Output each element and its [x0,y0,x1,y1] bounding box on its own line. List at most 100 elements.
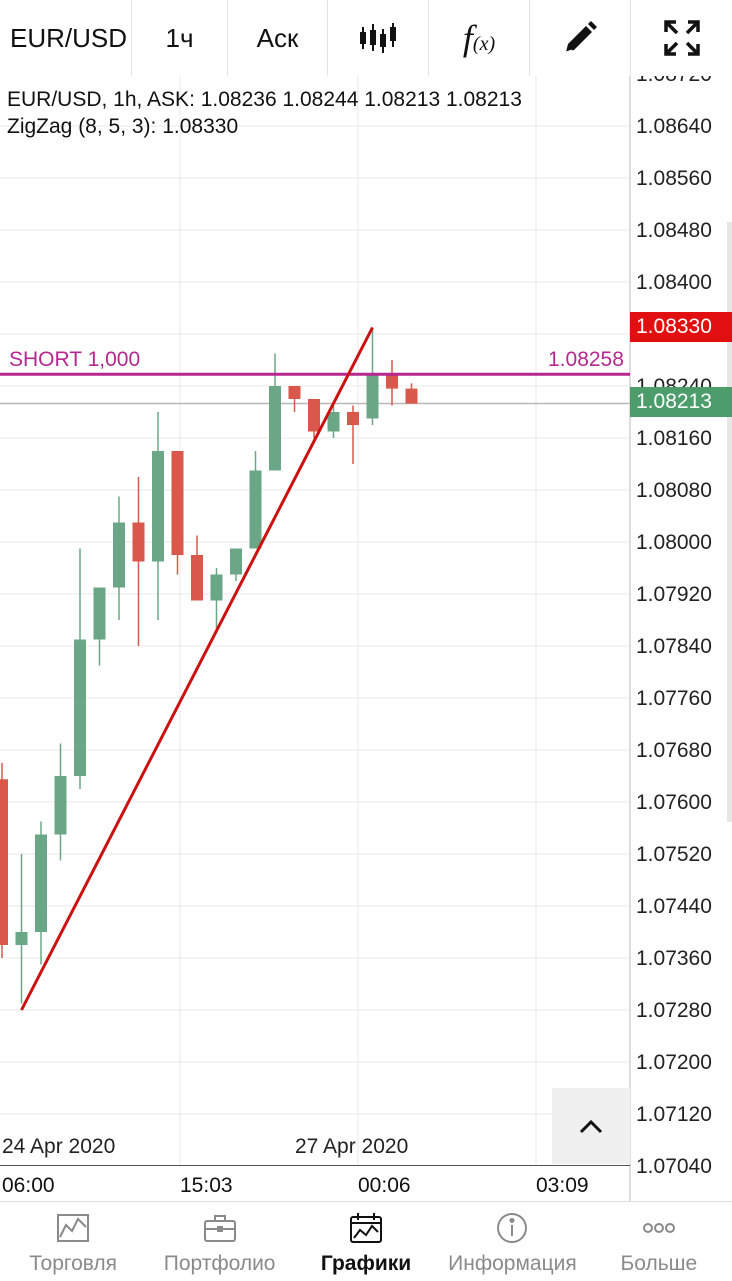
candle [171,451,184,575]
zigzag-line [20,326,374,1011]
price-axis-tick: 1.08400 [636,271,712,294]
price-axis-tick: 1.07600 [636,791,712,814]
candle [15,854,28,1004]
price-axis-tick: 1.07280 [636,999,712,1022]
candle-body [93,587,106,640]
chart-icon [348,1212,384,1244]
time-label: 03:09 [536,1174,589,1197]
candle [405,383,418,404]
fullscreen-icon [663,20,700,56]
time-axis: 06:00 15:03 00:06 03:09 [0,1165,630,1202]
position-price: 1.08258 [548,348,624,371]
candle-body [405,388,418,404]
time-label: 00:06 [358,1174,411,1197]
price-axis-tick: 1.08160 [636,427,712,450]
candle-body [327,412,340,432]
candle-body [386,373,398,389]
nav-label: Портфолио [163,1252,276,1275]
legend-zigzag: ZigZag (8, 5, 3): 1.08330 [7,115,239,138]
candle-body [366,373,379,419]
chart-area[interactable]: 1.08720 1.08640 1.08560 1.08480 1.08400 1.083… [0,76,732,1201]
price-axis-tick: 1.08000 [636,531,712,554]
scroll-to-latest-button[interactable] [552,1088,630,1164]
price-side-label: Аск [256,22,299,53]
candle-body [0,779,8,945]
price-axis-tick: 1.08560 [636,167,712,190]
nav-information[interactable]: Информация [439,1202,585,1281]
price-axis-tick: 1.08080 [636,479,712,502]
symbol-label: EUR/USD [10,22,128,53]
info-icon [494,1212,530,1244]
fullscreen-button[interactable] [631,0,732,76]
timeframe-label: 1ч [165,22,194,53]
date-label: 24 Apr 2020 [2,1135,115,1158]
price-axis-tick: 1.07040 [636,1155,712,1178]
candle-body [308,399,320,432]
candle [230,548,242,581]
candle [269,353,281,471]
chart-legend: EUR/USD, 1h, ASK: 1.08236 1.08244 1.0821… [7,86,522,140]
nav-label: Торговля [29,1252,118,1275]
price-axis-tick: 1.08640 [636,115,712,138]
candle-body [74,639,86,776]
nav-trading[interactable]: Торговля [0,1202,146,1281]
candle-body [132,522,145,562]
candle-body [249,470,262,549]
time-label: 15:03 [180,1174,233,1197]
candle-body [171,451,184,555]
candle [347,405,359,464]
candle-body [54,776,67,835]
function-icon-f: f [462,18,473,58]
nav-portfolio[interactable]: Портфолио [146,1202,292,1281]
candle [386,360,398,406]
time-label: 06:00 [2,1174,55,1197]
trading-icon [55,1212,91,1244]
price-axis-scrollbar [727,222,732,822]
nav-more[interactable]: Больше [586,1202,732,1281]
bottom-navigation: Торговля Портфолио Графики [0,1201,732,1281]
price-axis-tick: 1.07680 [636,739,712,762]
candle-body [113,522,125,588]
symbol-selector[interactable]: EUR/USD [0,0,132,76]
candle [210,568,223,633]
indicators-button[interactable]: f(x) [429,0,530,76]
price-chart[interactable]: 1.08720 1.08640 1.08560 1.08480 1.08400 1.083… [0,76,732,1201]
candle-body [230,548,242,575]
candle-body [152,451,164,562]
drawing-tools-button[interactable] [530,0,631,76]
price-axis-tick: 1.07840 [636,635,712,658]
nav-label: Информация [448,1252,577,1275]
candle [327,405,340,438]
nav-label: Больше [620,1252,698,1275]
candle [366,327,379,425]
position-label[interactable]: SHORT 1,000 [9,348,141,371]
timeframe-selector[interactable]: 1ч [132,0,228,76]
briefcase-icon [202,1212,238,1244]
price-axis-tick: 1.08480 [636,219,712,242]
candle [0,763,8,958]
candle-body [210,574,223,601]
candle-body [347,412,359,425]
function-icon: f(x) [463,17,495,59]
candle-body [191,555,203,601]
price-axis-tick: 1.07920 [636,583,712,606]
candle [191,535,203,601]
candle [35,821,47,965]
candle [74,548,86,789]
nav-charts[interactable]: Графики [293,1202,439,1281]
candle-body [288,386,301,399]
candle-body [15,932,28,945]
price-side-selector[interactable]: Аск [228,0,328,76]
price-axis-tick: 1.08720 [636,76,712,86]
chevron-up-icon [579,1119,603,1134]
current-price-tag: 1.08213 [630,387,732,417]
candle [308,399,320,438]
candle [93,587,106,666]
chart-type-button[interactable] [328,0,429,76]
price-axis-tick: 1.07520 [636,843,712,866]
candle [249,451,262,549]
candle [132,477,145,646]
candle [113,496,125,620]
candle [288,386,301,412]
price-axis-tick: 1.07760 [636,687,712,710]
